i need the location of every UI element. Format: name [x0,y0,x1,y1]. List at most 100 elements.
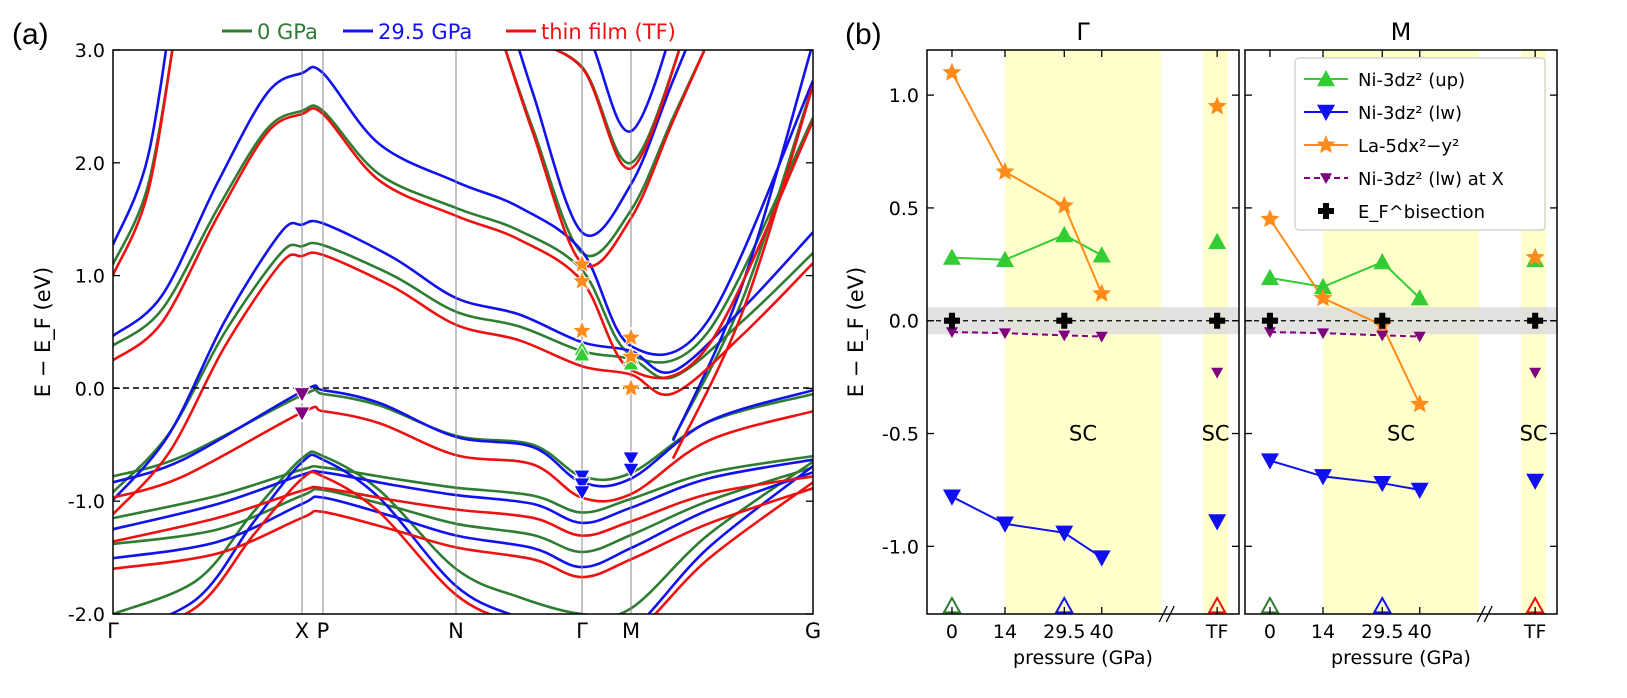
x-tick-label-b: 14 [1311,621,1335,643]
point-la [942,62,962,81]
lw-marker [573,477,591,494]
point-ni-lw [1410,482,1429,499]
x-tick-label-b: 0 [946,621,958,643]
band-curve [113,388,813,482]
tf-point-ef [1209,312,1226,329]
point-ef [1261,312,1278,329]
legend-marker-star [1316,135,1336,154]
subpanel-gamma: SC SC Γ 0 14 29.5 40 TF pressure (GPa) -1.0 -0.5 0.… [882,18,1240,669]
band-curve [113,104,813,364]
la-marker [571,319,593,340]
tf-point-la [1207,96,1227,115]
legend-marker-plus [1318,203,1334,220]
y-tick-label-a: 3.0 [75,40,105,62]
band-curves [113,50,813,614]
legend-marker-up [1317,70,1335,87]
y-tick-label-b: 0.0 [889,311,919,333]
legend-text-tf: thin film (TF) [541,20,676,44]
sc-label: SC [1387,422,1415,446]
y-tick-label-a: 0.0 [75,378,105,400]
tf-point-la [1525,247,1545,266]
k-label: P [317,619,330,643]
legend-label: Ni-3dz² (up) [1358,70,1465,91]
y-tick-label-b: -0.5 [882,424,919,446]
point-ni-lw-x [1058,330,1071,342]
legend-marker-down [1317,104,1335,121]
legend-label: Ni-3dz² (lw) [1358,103,1462,124]
point-ni-up [1314,277,1332,295]
tf-point-ni-lw [1208,514,1227,531]
point-ni-up [1055,225,1074,243]
k-label: G [805,619,821,643]
k-label: Γ [576,619,588,643]
series-ni-up-line [951,233,1103,261]
la-marker [571,270,593,291]
xlabel-b: pressure (GPa) [1331,647,1471,669]
la-marker [620,377,642,398]
band-structure-panel: (a) 0 GPa 29.5 GPa thin film (TF) -2.0 -1… [12,18,821,643]
series-la-line [1269,218,1421,405]
x-tick-label-b: 0 [1264,621,1276,643]
x-tick-label-b: TF [1523,621,1547,643]
point-ni-lw [1092,550,1111,567]
point-ni-lw [1260,453,1279,470]
band-curve [593,50,668,133]
tf-point-ef [1527,312,1544,329]
subpanel-frame [1244,49,1558,615]
point-ni-up [1092,246,1111,263]
y-tick-label-a: -1.0 [68,491,105,513]
la-marker [620,326,642,347]
series-ni-lw-line [951,495,1103,559]
y-tick-label-a: -2.0 [68,604,105,626]
band-curve [113,65,813,357]
band-curve [671,83,813,440]
band-curve [182,470,813,614]
sc-label: SC [1069,422,1097,446]
point-ni-lw-x [1263,327,1276,338]
band-markers [293,253,642,502]
point-ef [943,312,960,329]
up-marker [573,345,591,362]
point-la [1054,195,1074,214]
band-curve [113,50,174,276]
la-marker [571,253,593,274]
band-curve [113,50,174,265]
point-ni-up [1373,253,1392,270]
x-tick-label-b: TF [1205,621,1229,643]
band-curve [168,453,813,614]
panel-b-legend: Ni-3dz² (up) Ni-3dz² (lw) La-5dx²−y² Ni-3dz… [1294,57,1546,231]
x-tick-label-b: 14 [993,621,1017,643]
x-point-marker [293,406,311,423]
lw-marker [573,469,591,486]
legend-marker-x [1320,173,1332,184]
x-tick-label-b: 29.5 [1043,621,1085,643]
x-tick-label-b: 40 [1090,621,1114,643]
legend-label: La-5dx²−y² [1358,136,1459,157]
point-ni-lw-x [945,327,958,338]
legend-box [1294,57,1546,231]
panel-a-label: (a) [12,18,49,51]
ylabel-a: E − E_F (eV) [31,267,56,397]
sc-label-tf: SC [1202,422,1230,446]
k-label: X [295,619,309,643]
tf-point-ni-lw-x [1529,367,1542,379]
legend-text-29gpa: 29.5 GPa [378,20,472,44]
point-ni-lw-x [1376,330,1389,342]
sc-label-tf: SC [1520,422,1548,446]
y-tick-label-b: -1.0 [882,536,919,558]
series-ni-lw-x-line [1269,331,1420,338]
point-la [1260,209,1280,228]
k-label: Γ [107,619,119,643]
legend-text-0gpa: 0 GPa [257,20,318,44]
y-ticks-a: -2.0 -1.0 0.0 1.0 2.0 3.0 [68,40,813,626]
y-tick-label-a: 1.0 [75,266,105,288]
axes-a-frame [112,49,814,615]
band-curve [113,450,813,614]
xlabel-b: pressure (GPa) [1013,647,1153,669]
point-ni-lw-x [1317,328,1329,340]
k-label: N [448,619,464,643]
point-la [1313,288,1333,307]
point-ni-up [942,248,961,265]
la-marker [620,345,642,366]
